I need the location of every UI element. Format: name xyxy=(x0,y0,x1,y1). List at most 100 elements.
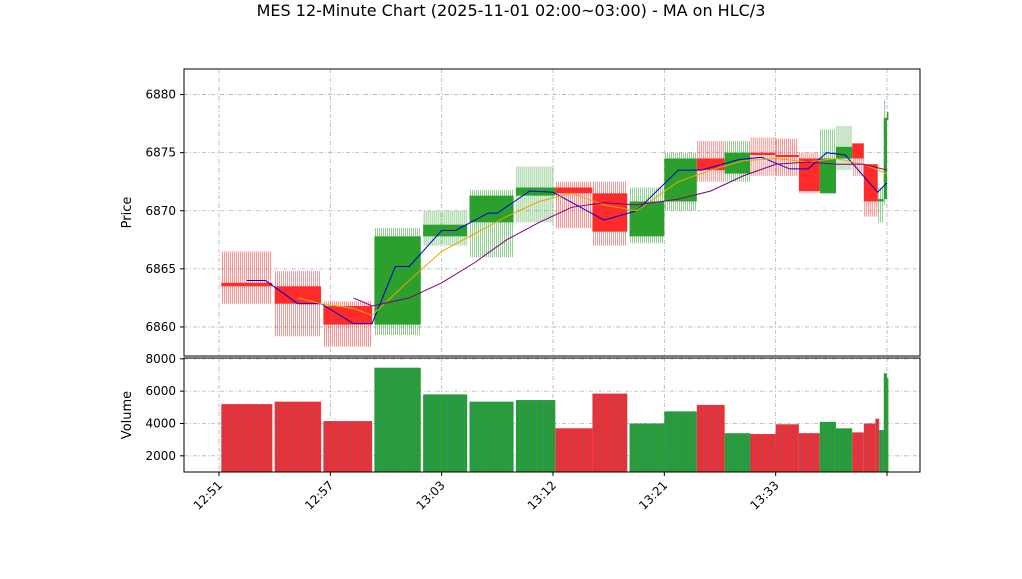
volume-axes-frame xyxy=(183,357,921,473)
price-panel: 6860 6865 6870 6875 6880 Price xyxy=(120,68,921,357)
candle-body xyxy=(323,306,373,325)
price-ytick-label: 6870 xyxy=(145,204,176,218)
candle xyxy=(835,125,853,171)
candle-body xyxy=(696,158,725,171)
volume-panel: 2000 4000 6000 8000 Volume 12:51 12:57 13:03 13:… xyxy=(120,352,921,513)
volume-bar-fill xyxy=(775,424,799,472)
x-tick-label: 13:33 xyxy=(747,478,781,512)
volume-bar xyxy=(629,423,665,472)
candle-body xyxy=(819,158,836,194)
candle xyxy=(798,152,820,194)
volume-bar xyxy=(879,429,884,472)
volume-bar xyxy=(696,404,725,472)
volume-bar xyxy=(835,428,853,472)
candle xyxy=(724,141,751,182)
volume-ytick-label: 6000 xyxy=(145,384,176,398)
ma-line-ma_mid xyxy=(297,157,888,316)
volume-ytick-label: 2000 xyxy=(145,449,176,463)
volume-bar-fill xyxy=(875,418,880,472)
volume-bar-fill xyxy=(879,429,884,472)
price-ytick-label: 6880 xyxy=(145,88,176,102)
candle-body xyxy=(883,117,887,200)
volume-bar xyxy=(423,394,468,472)
x-tick-label: 12:51 xyxy=(191,478,225,512)
volume-ylabel: Volume xyxy=(120,391,135,439)
ma-line-ma_slow xyxy=(353,161,888,307)
volume-bar xyxy=(775,424,799,472)
candle xyxy=(775,138,799,176)
volume-bar-fill xyxy=(724,433,751,472)
volume-bar-fill xyxy=(819,421,836,472)
volume-bar-fill xyxy=(374,367,421,472)
candle xyxy=(664,152,697,211)
x-tick-label: 13:12 xyxy=(525,478,559,512)
candle-body xyxy=(887,111,889,121)
volume-bar xyxy=(819,421,836,472)
volume-bar-fill xyxy=(887,378,889,472)
candle xyxy=(221,251,273,304)
volume-bar-fill xyxy=(863,423,876,472)
volume-bar xyxy=(750,434,777,472)
volume-ytick-label: 4000 xyxy=(145,416,176,430)
volume-bar-fill xyxy=(274,401,322,472)
x-tick-label: 13:21 xyxy=(636,478,670,512)
volume-bar xyxy=(323,421,373,472)
chart-title: MES 12-Minute Chart (2025-11-01 02:00~03… xyxy=(257,1,766,20)
price-ytick-label: 6875 xyxy=(145,146,176,160)
candle xyxy=(750,137,776,176)
price-ytick-label: 6865 xyxy=(145,262,176,276)
candle-body xyxy=(798,158,820,192)
candle xyxy=(515,166,556,223)
candle-body xyxy=(629,201,665,237)
candle-body xyxy=(863,164,878,202)
candle xyxy=(819,129,836,194)
volume-bar xyxy=(664,411,697,472)
candle-body xyxy=(274,286,322,304)
volume-bar xyxy=(592,393,628,472)
candle-body xyxy=(664,158,697,202)
volume-bar-fill xyxy=(592,393,628,472)
volume-bar xyxy=(221,404,273,472)
volume-bar xyxy=(274,401,322,472)
volume-bar xyxy=(863,423,876,472)
candle-body xyxy=(724,152,751,174)
candle-body xyxy=(374,236,421,325)
x-tick-label: 12:57 xyxy=(302,478,336,512)
volume-bar xyxy=(875,418,880,472)
candle xyxy=(469,189,514,258)
candle-body xyxy=(835,146,853,159)
volume-bar xyxy=(555,428,593,472)
volume-bar xyxy=(798,433,820,472)
candle xyxy=(863,164,878,217)
candle xyxy=(696,141,725,182)
volume-bar xyxy=(852,432,864,472)
candle-body xyxy=(555,187,593,194)
candle xyxy=(629,187,665,244)
price-ytick-label: 6860 xyxy=(145,320,176,334)
volume-bar xyxy=(515,400,556,472)
candle-body xyxy=(221,282,273,287)
volume-bar xyxy=(883,373,887,472)
volume-bar xyxy=(374,367,421,472)
volume-ytick-label: 8000 xyxy=(145,352,176,366)
volume-bar xyxy=(724,433,751,472)
candle-body xyxy=(775,154,799,157)
candle xyxy=(555,181,593,229)
x-tick-label: 13:03 xyxy=(413,478,447,512)
candle-body xyxy=(469,195,514,223)
volume-bar-fill xyxy=(835,428,853,472)
volume-bar-fill xyxy=(852,432,864,472)
candle xyxy=(852,143,864,176)
volume-bar-fill xyxy=(750,434,776,472)
price-axes-frame xyxy=(183,68,921,357)
candle-body xyxy=(750,152,776,155)
candle-body xyxy=(852,143,864,159)
candle xyxy=(374,228,421,336)
candle xyxy=(592,181,628,246)
volume-bar-fill xyxy=(629,423,665,472)
volume-bar xyxy=(469,401,514,472)
ma-line-ma_fast xyxy=(246,152,888,324)
candle-body xyxy=(592,193,628,232)
candle xyxy=(887,111,889,121)
candle xyxy=(883,100,887,205)
